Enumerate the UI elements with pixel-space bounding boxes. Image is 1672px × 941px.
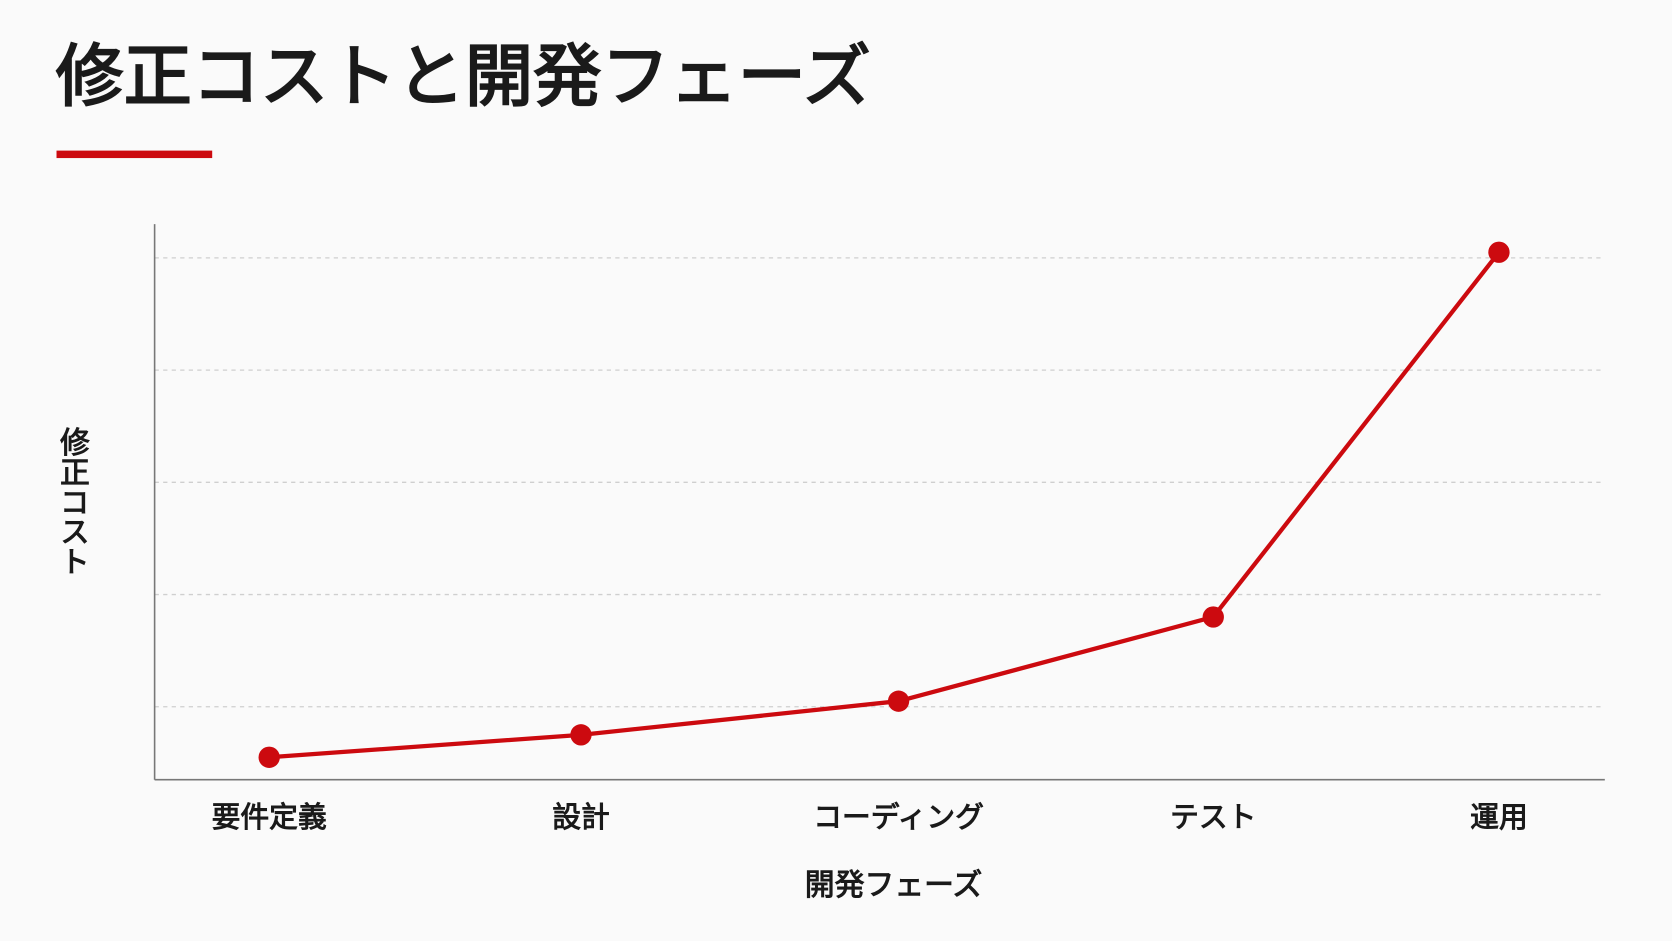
point — [258, 746, 280, 768]
chart-title: 修正コストと開発フェーズ — [55, 38, 870, 117]
x-tick-label: コーディング — [813, 800, 984, 834]
point — [1488, 241, 1510, 263]
x-tick-label: 要件定義 — [212, 800, 327, 834]
point — [887, 690, 910, 712]
y-axis-label: 修正コスト — [54, 427, 91, 576]
point — [570, 724, 592, 746]
x-axis-label: 開発フェーズ — [805, 868, 983, 903]
point — [1202, 606, 1224, 628]
x-tick-label: テスト — [1170, 800, 1256, 834]
x-tick-label: 運用 — [1470, 800, 1528, 834]
x-tick-label: 設計 — [552, 800, 610, 834]
title-underline — [56, 150, 213, 159]
